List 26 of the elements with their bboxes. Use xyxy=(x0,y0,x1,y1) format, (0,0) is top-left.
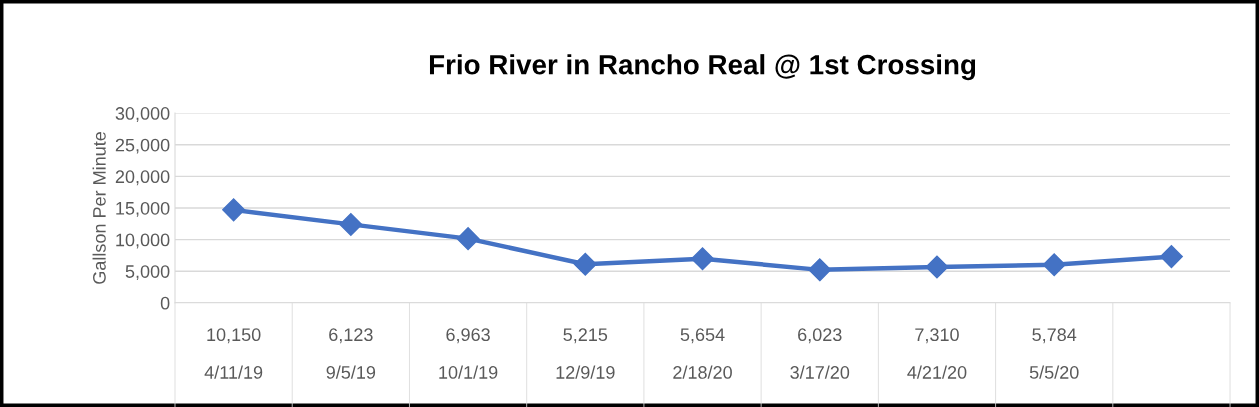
category-label: 5,784 5/5/20 xyxy=(1029,328,1079,379)
category-label: 6,123 9/5/19 xyxy=(326,328,376,379)
point xyxy=(222,198,246,222)
point xyxy=(691,247,715,271)
category-label: 6,023 3/17/20 xyxy=(790,328,850,379)
y-tick-label: 10,000 xyxy=(116,233,170,249)
category-label: 6,963 10/1/19 xyxy=(439,328,498,379)
y-tick-label: 20,000 xyxy=(115,170,170,186)
category-label: 5,215 12/9/19 xyxy=(556,328,615,379)
y-tick-label: 30,000 xyxy=(115,107,170,122)
y-tick-label: 5,000 xyxy=(125,265,170,281)
point xyxy=(1159,245,1183,269)
category-label: 10,150 4/11/19 xyxy=(204,328,263,379)
y-tick-label: 0 xyxy=(160,296,170,310)
point xyxy=(808,258,832,282)
y-tick-label: 25,000 xyxy=(115,138,170,154)
y-axis-title: Gallson Per Minute xyxy=(92,132,106,284)
chart-title: Frio River in Rancho Real @ 1st Crossing xyxy=(429,54,976,81)
point xyxy=(1042,253,1066,277)
y-tick-label: 15,000 xyxy=(116,201,170,217)
point xyxy=(925,255,949,279)
point xyxy=(573,252,597,276)
category-label: 7,310 4/21/20 xyxy=(907,328,967,379)
point xyxy=(456,227,480,251)
category-label: 5,654 2/18/20 xyxy=(673,328,732,379)
point xyxy=(339,212,363,236)
